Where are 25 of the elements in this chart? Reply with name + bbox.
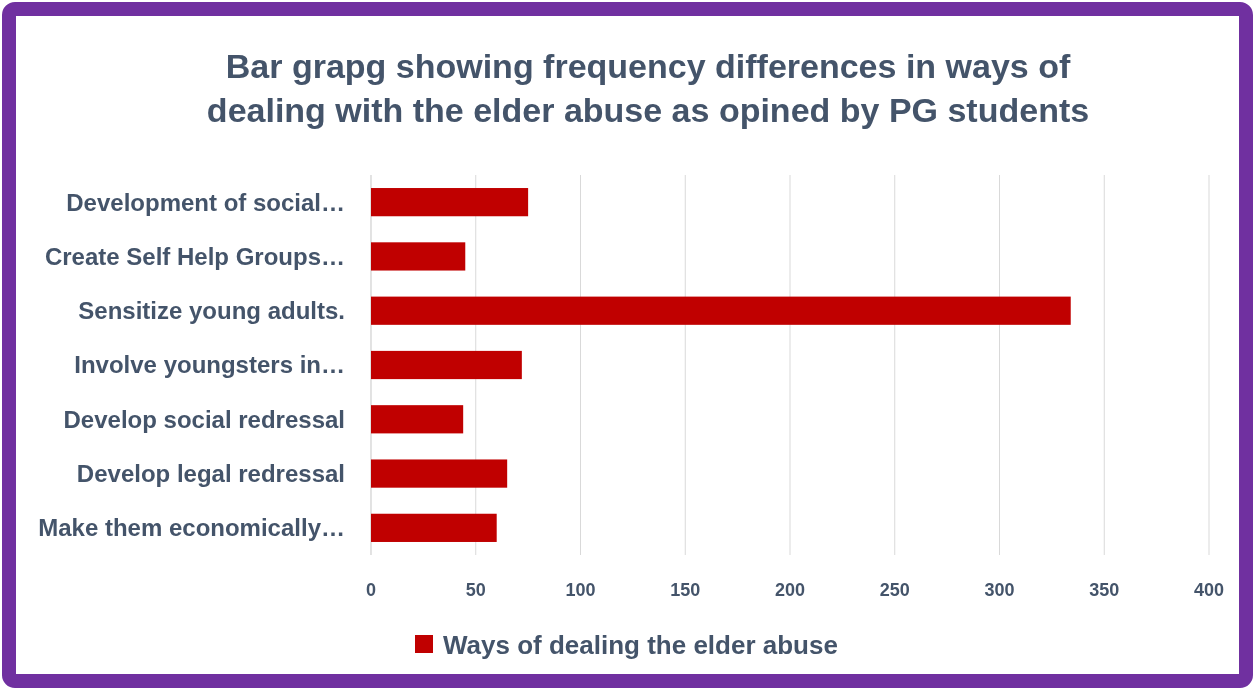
legend-label: Ways of dealing the elder abuse: [443, 630, 838, 661]
y-tick-label: Make them economically…: [38, 514, 345, 542]
y-tick-label: Involve youngsters in…: [74, 351, 345, 379]
y-tick-label: Develop social redressal: [63, 405, 345, 433]
bar: [371, 242, 466, 271]
y-tick-label: Create Self Help Groups…: [44, 242, 345, 270]
bar: [371, 188, 529, 217]
bar: [371, 459, 508, 488]
x-tick-label: 0: [365, 580, 377, 600]
x-tick-label: 350: [1089, 580, 1120, 600]
bar: [371, 350, 522, 380]
x-tick-label: 50: [465, 580, 486, 600]
x-tick-label: 150: [670, 580, 701, 600]
y-tick-label: Sensitize young adults.: [78, 297, 345, 325]
x-tick-label: 300: [984, 580, 1015, 600]
bar: [371, 405, 464, 434]
bar: [371, 513, 497, 542]
x-tick-label: 250: [879, 580, 910, 600]
x-tick-label: 200: [774, 580, 806, 600]
chart-title: Bar grapg showing frequency differences in ways of dealing with the elder abuse as opined by PG students: [206, 47, 1090, 129]
y-tick-label: Develop legal redressal: [76, 459, 345, 487]
x-tick-label: 100: [565, 580, 596, 600]
bar: [371, 296, 1071, 325]
x-tick-label: 400: [1193, 580, 1225, 600]
y-tick-label: Development of social…: [66, 188, 345, 216]
